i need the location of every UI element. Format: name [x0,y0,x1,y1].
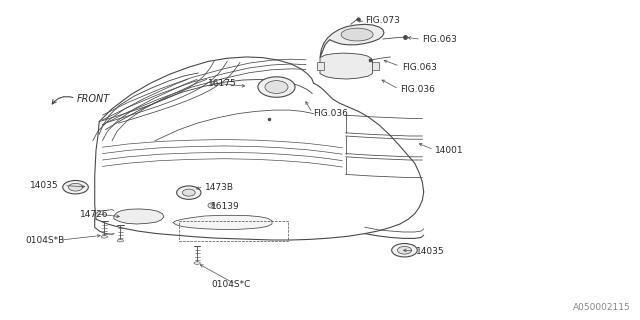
Text: FIG.063: FIG.063 [422,36,457,44]
Polygon shape [320,53,372,79]
Ellipse shape [177,186,201,199]
Text: A050002115: A050002115 [573,303,630,312]
Text: 14035: 14035 [416,247,445,256]
Text: 16175: 16175 [208,79,237,88]
Ellipse shape [194,262,200,264]
Polygon shape [320,24,384,58]
Text: 1473B: 1473B [205,183,234,192]
Text: 0104S*B: 0104S*B [26,236,65,245]
Ellipse shape [208,203,214,208]
Text: 16139: 16139 [211,202,240,211]
Bar [179,221,288,241]
Ellipse shape [265,81,288,93]
Ellipse shape [117,239,124,242]
Polygon shape [173,215,272,229]
Text: FRONT: FRONT [77,94,110,104]
Ellipse shape [63,180,88,194]
Bar [372,62,379,70]
Polygon shape [114,209,164,224]
Ellipse shape [182,189,195,196]
Text: 14035: 14035 [30,181,59,190]
Text: FIG.073: FIG.073 [365,16,399,25]
Bar [317,62,324,70]
Text: 14001: 14001 [435,146,464,155]
Ellipse shape [68,183,83,191]
Text: 0104S*C: 0104S*C [211,280,251,289]
Text: FIG.036: FIG.036 [400,85,435,94]
Text: 14726: 14726 [80,210,109,219]
Ellipse shape [258,77,295,97]
Ellipse shape [341,28,373,41]
Text: FIG.063: FIG.063 [402,63,436,72]
Ellipse shape [392,244,417,257]
Ellipse shape [397,246,412,254]
Text: FIG.036: FIG.036 [314,109,348,118]
Ellipse shape [101,236,108,238]
